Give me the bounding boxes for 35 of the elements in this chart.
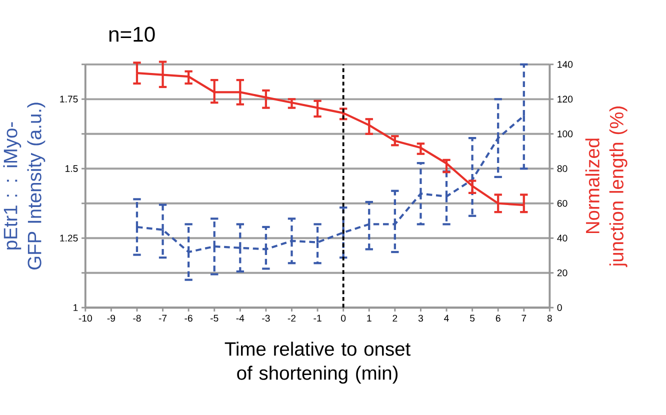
- y-axis-title: pEtr1 : : iMyo-GFP Intensity (a.u.): [3, 102, 46, 270]
- x-tick-label: -10: [78, 314, 92, 322]
- x-tick-label: -1: [314, 314, 322, 322]
- x-tick-label: -5: [210, 314, 218, 322]
- x-tick-label: 3: [418, 314, 423, 322]
- x-axis-title: Time relative to onset of shortening (min): [224, 342, 410, 384]
- y-tick-label: 1.75: [60, 96, 78, 102]
- x-tick-label: 5: [470, 314, 475, 322]
- y2-tick-label: 100: [558, 130, 573, 138]
- x-tick-label: -3: [262, 314, 270, 322]
- x-tick-label: -2: [288, 314, 296, 322]
- x-tick-label: 7: [522, 314, 526, 322]
- y-tick-label: 1: [74, 304, 78, 311]
- x-tick-label: -9: [107, 314, 116, 322]
- x-tick-label: 6: [496, 314, 500, 322]
- y2-tick-label: 40: [557, 234, 568, 242]
- x-tick-label: 8: [547, 314, 552, 322]
- x-tick-label: 2: [392, 314, 398, 322]
- y-tick-label: 1.25: [60, 234, 78, 242]
- x-tick-label: -6: [184, 314, 192, 322]
- y2-axis-title: Normalized junction length (%): [585, 106, 628, 268]
- y2-tick-label: 20: [557, 269, 568, 276]
- chart-title: n=10: [109, 26, 155, 42]
- y2-tick-label: 140: [558, 60, 573, 68]
- x-tick-label: 4: [444, 314, 449, 322]
- x-tick-label: 1: [367, 314, 372, 322]
- x-tick-label: -4: [236, 314, 244, 322]
- y-tick-label: 1.5: [66, 165, 78, 172]
- x-tick-label: -8: [133, 314, 141, 322]
- y2-tick-label: 80: [557, 165, 568, 172]
- y2-tick-label: 120: [558, 96, 573, 102]
- y2-tick-label: 0: [557, 304, 562, 311]
- x-tick-label: -7: [158, 314, 167, 322]
- x-tick-label: 0: [341, 314, 346, 322]
- y2-tick-label: 60: [557, 200, 568, 207]
